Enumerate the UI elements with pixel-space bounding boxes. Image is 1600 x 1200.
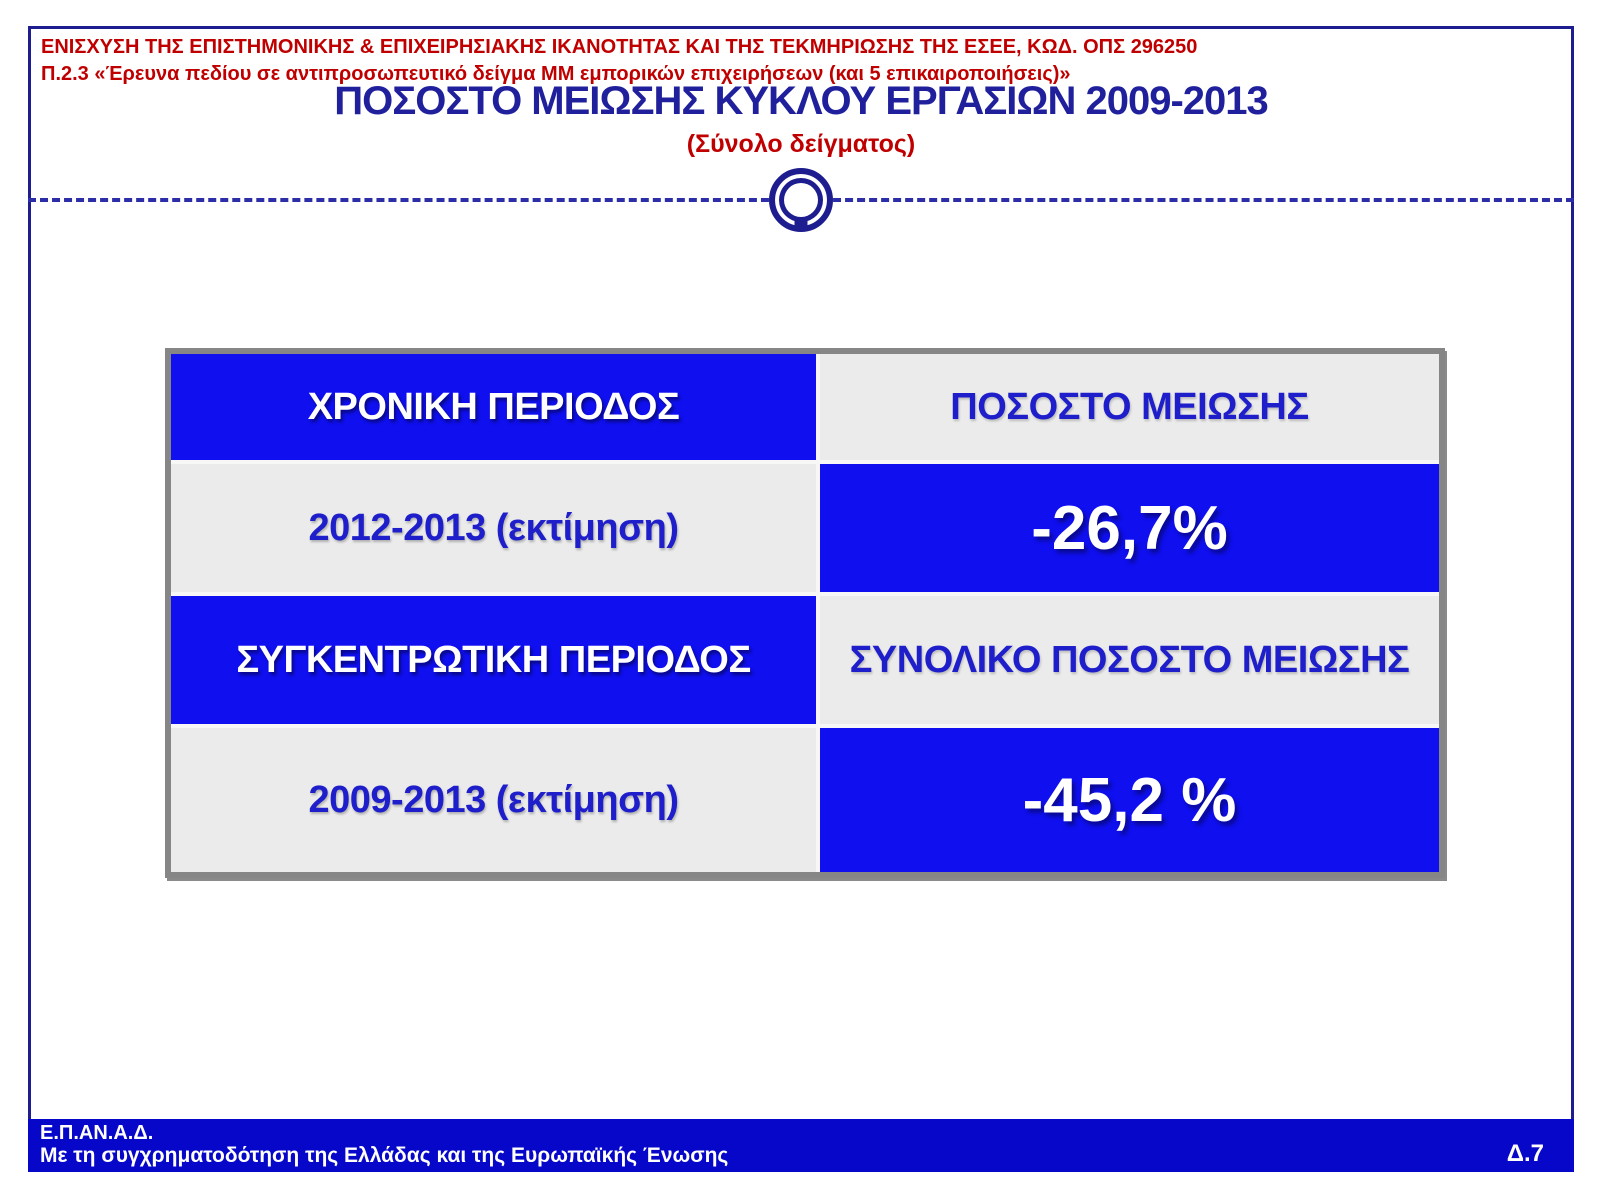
cell-value-2012-2013: -26,7% [820,464,1439,592]
page-title: ΠΟΣΟΣΤΟ ΜΕΙΩΣΗΣ ΚΥΚΛΟΥ ΕΡΓΑΣΙΩΝ 2009-201… [334,79,1269,123]
page-subtitle: (Σύνολο δείγματος) [686,130,916,158]
cell-percentage-column-header: ΠΟΣΟΣΤΟ ΜΕΙΩΣΗΣ [820,354,1439,460]
reduction-table: ΧΡΟΝΙΚΗ ΠΕΡΙΟΔΟΣ ΠΟΣΟΣΤΟ ΜΕΙΩΣΗΣ 2012-20… [165,348,1445,878]
footer-bar: Ε.Π.ΑΝ.Α.Δ. Με τη συγχρηματοδότηση της Ε… [28,1119,1574,1172]
footer-program-label: Ε.Π.ΑΝ.Α.Δ. [40,1122,154,1144]
cell-period-2009-2013: 2009-2013 (εκτίμηση) [171,728,816,872]
content-frame: ΕΝΙΣΧΥΣΗ ΤΗΣ ΕΠΙΣΤΗΜΟΝΙΚΗΣ & ΕΠΙΧΕΙΡΗΣΙΑ… [28,26,1574,1172]
cell-value-2009-2013: -45,2 % [820,728,1439,872]
double-ring-circle-logo [769,168,833,232]
cell-cumulative-period-header: ΣΥΓΚΕΝΤΡΩΤΙΚΗ ΠΕΡΙΟΔΟΣ [171,596,816,724]
footer-cofinance-label: Με τη συγχρηματοδότηση της Ελλάδας και τ… [40,1144,729,1167]
footer-page-ref: Δ.7 [1506,1140,1544,1167]
project-header-line2: Π.2.3 «Έρευνα πεδίου σε αντιπροσωπευτικό… [41,63,1071,85]
cell-total-percentage-header: ΣΥΝΟΛΙΚΟ ΠΟΣΟΣΤΟ ΜΕΙΩΣΗΣ [820,596,1439,724]
project-header: ΕΝΙΣΧΥΣΗ ΤΗΣ ΕΠΙΣΤΗΜΟΝΙΚΗΣ & ΕΠΙΧΕΙΡΗΣΙΑ… [41,34,1561,88]
cell-period-2012-2013: 2012-2013 (εκτίμηση) [171,464,816,592]
project-header-line1: ΕΝΙΣΧΥΣΗ ΤΗΣ ΕΠΙΣΤΗΜΟΝΙΚΗΣ & ΕΠΙΧΕΙΡΗΣΙΑ… [41,36,1198,58]
cell-period-column-header: ΧΡΟΝΙΚΗ ΠΕΡΙΟΔΟΣ [171,354,816,460]
logo-notch [794,220,808,229]
